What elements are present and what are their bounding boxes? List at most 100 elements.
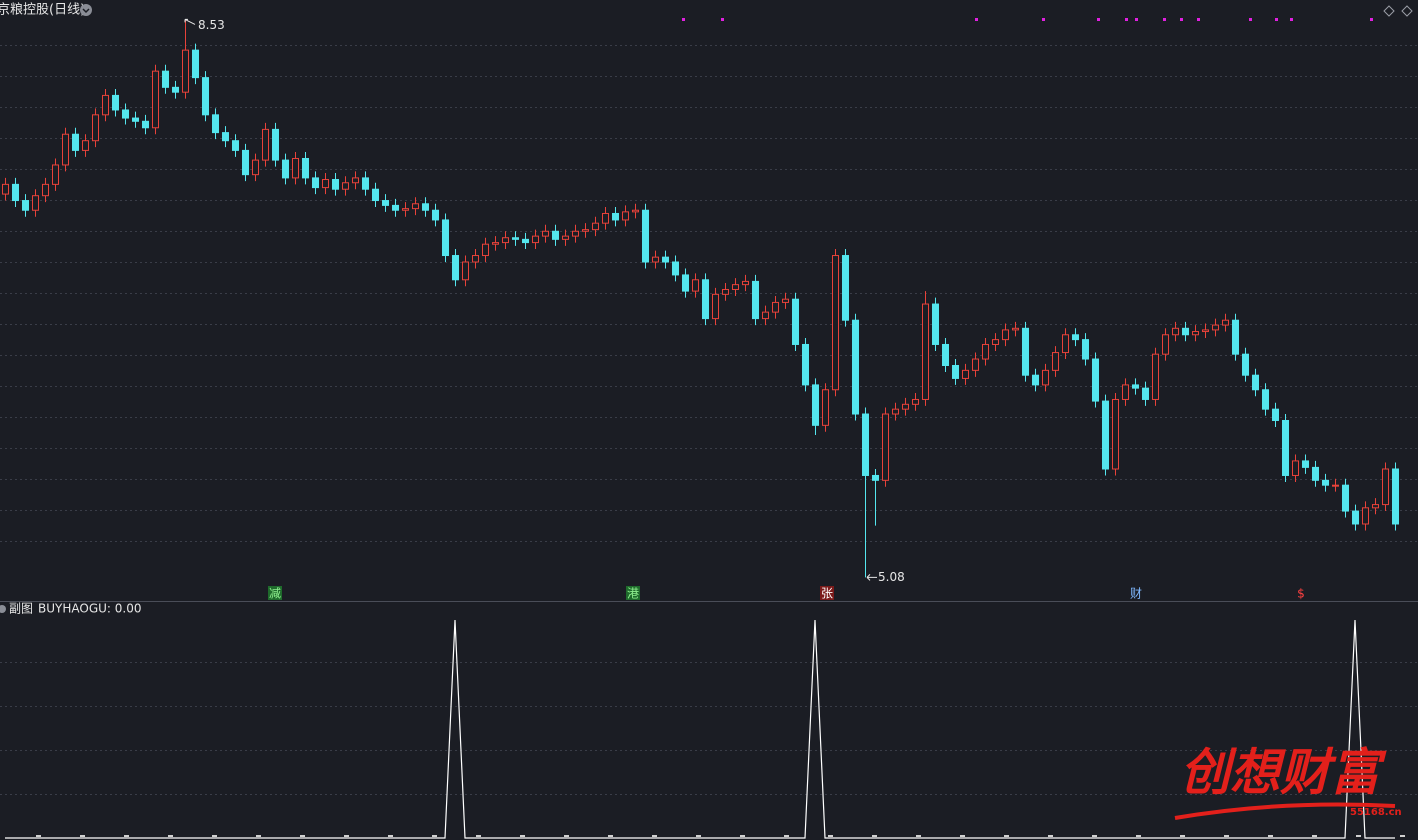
candle-body [382,200,389,206]
candle-body [22,200,29,211]
candle-body [622,211,629,221]
signal-dot [1290,18,1293,21]
candle-body [1012,327,1019,331]
signal-dot [1275,18,1278,21]
candle-body [1132,384,1139,389]
candle-body [1052,352,1059,371]
candle-body [1062,334,1069,354]
candle-body [102,94,109,116]
candle-body [202,77,209,116]
candle-body [492,242,499,245]
candle-body [1322,479,1329,486]
candle-body [552,230,559,240]
baseline-tick [36,835,41,837]
candle-body [192,49,199,79]
candle-body [1152,353,1159,400]
baseline-tick [520,835,525,837]
candle-body [512,237,519,240]
signal-label: 港 [627,587,639,601]
candle-body [662,256,669,263]
diamond-button[interactable] [1383,5,1395,17]
baseline-tick [1004,835,1009,837]
candle-body [442,219,449,257]
chart-title: 京粮控股(日线) [0,3,85,18]
candle-body [982,343,989,360]
baseline-tick [1400,835,1405,837]
candle-body [852,319,859,415]
candle-body [372,188,379,202]
signal-badge [820,586,834,600]
candle-body [802,343,809,386]
candle-body [862,413,869,476]
baseline-tick [1136,835,1141,837]
signal-dot [682,18,685,21]
candle-body [282,159,289,179]
signal-dot [1370,18,1373,21]
candle-body [422,203,429,211]
baseline-tick [344,835,349,837]
baseline-tick [960,835,965,837]
candle-body [1082,339,1089,360]
candle-body [642,209,649,263]
candle-body [132,117,139,122]
title-menu-chevron [82,8,90,14]
candle-body [882,413,889,481]
candle-body [752,280,759,320]
candle-body [52,164,59,185]
signal-dot [975,18,978,21]
candle-body [822,389,829,426]
candle-body [922,303,929,400]
candle-body [502,237,509,244]
candle-body [62,133,69,166]
sub-menu[interactable] [0,605,6,613]
candle-body [1302,460,1309,468]
baseline-tick [80,835,85,837]
candle-body [322,179,329,189]
candle-body [812,384,819,426]
signal-dot [1163,18,1166,21]
baseline-tick [1224,835,1229,837]
candle-body [1032,374,1039,386]
candle-body [1092,358,1099,402]
signal-dot [1097,18,1100,21]
candle-body [782,298,789,303]
candle-body [1192,331,1199,336]
signal-badge [268,586,282,600]
candle-body [582,229,589,232]
candle-body [172,86,179,93]
candle-body [412,203,419,210]
indicator-line [5,619,1395,839]
candle-body [272,128,279,161]
baseline-tick [1268,835,1273,837]
candle-body [1282,419,1289,476]
signal-dot [721,18,724,21]
candle-body [1182,327,1189,336]
candle-body [1222,319,1229,326]
baseline-tick [872,835,877,837]
signal-dot [1125,18,1128,21]
candle-body [1312,466,1319,481]
candle-body [712,293,719,320]
diamond-button[interactable] [1401,5,1413,17]
candle-body [732,284,739,290]
candle-body [772,301,779,313]
candle-body [832,255,839,391]
candle-body [42,183,49,197]
baseline-tick [212,835,217,837]
candle-body [962,369,969,379]
candle-body [1332,484,1339,487]
candle-body [1102,400,1109,470]
baseline-tick [652,835,657,837]
title-menu[interactable] [80,4,92,16]
baseline-tick [124,835,129,837]
baseline-tick [1180,835,1185,837]
candle-body [612,212,619,221]
candle-body [302,157,309,179]
candle-body [402,208,409,211]
candle-body [232,140,239,151]
candle-body [932,303,939,345]
signal-badge [626,586,640,600]
candle-body [122,109,129,119]
baseline-tick [784,835,789,837]
